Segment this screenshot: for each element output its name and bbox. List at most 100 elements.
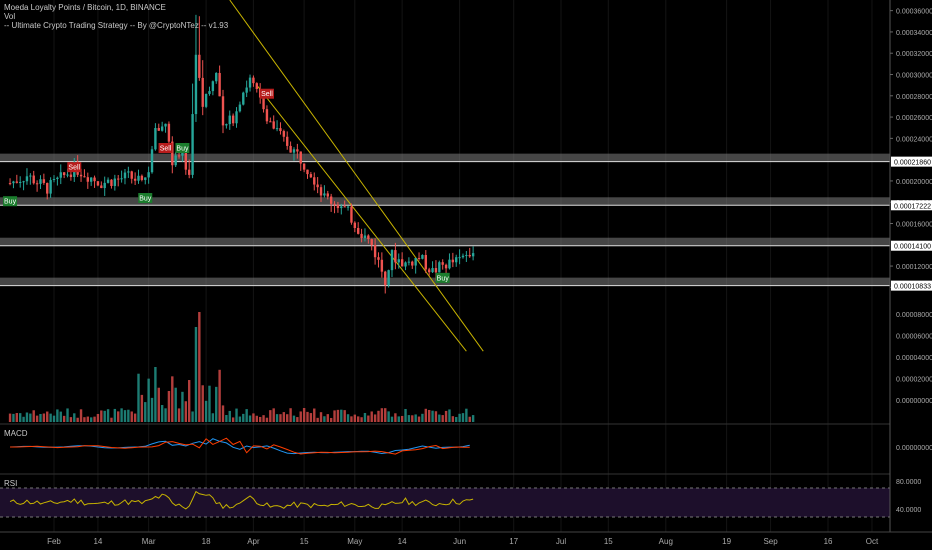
volume-bar: [225, 415, 228, 422]
candle-body: [265, 109, 269, 122]
signal-badge: [138, 193, 153, 204]
signal-label: Sell: [261, 91, 273, 98]
volume-tick-label: 0.00004000: [896, 355, 932, 362]
price-axis[interactable]: 0.00036000 0.00034000 0.00032000 0.00030000…: [889, 0, 932, 532]
time-tick-label: 18: [202, 537, 211, 546]
candle-body: [79, 174, 83, 177]
candle-body: [353, 222, 357, 228]
candle-body: [211, 81, 215, 92]
volume-bar: [343, 410, 346, 422]
candle-body: [340, 206, 343, 209]
volume-bar: [384, 408, 387, 422]
candle-body: [333, 203, 336, 205]
candle-body: [461, 255, 465, 258]
volume-bar: [255, 415, 258, 422]
volume-bar: [292, 415, 296, 422]
candle-body: [357, 227, 360, 234]
candle-body: [106, 179, 110, 183]
volume-bar: [228, 410, 231, 422]
time-tick-label: Aug: [659, 537, 673, 546]
volume-bar: [441, 415, 444, 422]
volume-bar: [144, 402, 147, 422]
volume-bar: [316, 417, 319, 422]
strategy-legend[interactable]: -- Ultimate Crypto Trading Strategy -- B…: [4, 21, 229, 30]
volume-bar: [357, 416, 360, 422]
signal-badge: [175, 143, 190, 153]
volume-bar: [353, 414, 357, 422]
candle-body: [29, 175, 32, 177]
candle-body: [289, 145, 292, 153]
candle-body: [343, 206, 346, 208]
candle-body: [150, 149, 154, 173]
volume-bar: [373, 414, 377, 422]
macd-legend[interactable]: MACD: [4, 429, 28, 438]
candle-body: [434, 268, 438, 273]
volume-bar: [96, 413, 100, 422]
candle-body: [100, 185, 103, 189]
volume-bar: [35, 415, 39, 422]
volume-bar: [431, 410, 434, 422]
symbol-title[interactable]: Moeda Loyalty Points / Bitcoin, 1D, BINA…: [4, 3, 166, 12]
volume-bar: [451, 416, 455, 422]
volume-bar: [258, 416, 262, 422]
volume-bar: [390, 416, 394, 422]
volume-bar: [421, 413, 424, 422]
candle-body: [306, 169, 309, 175]
signal-label: Buy: [4, 199, 17, 206]
candle-body: [313, 177, 316, 185]
candle-body: [12, 181, 15, 184]
volume-bar: [177, 408, 181, 422]
volume-bar: [113, 408, 117, 422]
time-tick-label: Apr: [247, 537, 260, 546]
sr-price-box: [891, 240, 932, 251]
candle-body: [208, 91, 211, 94]
candle-body: [221, 96, 225, 126]
volume-bar: [248, 415, 252, 422]
time-tick-label: Jul: [556, 537, 566, 546]
candle-body: [323, 193, 326, 196]
time-tick-label: 15: [300, 537, 309, 546]
candle-body: [8, 183, 12, 185]
candle-body: [252, 77, 255, 84]
volume-bar: [313, 408, 316, 422]
signal-badge: [435, 272, 450, 283]
candle-body: [370, 239, 373, 246]
volume-bar: [350, 416, 353, 422]
volume-bar: [69, 417, 73, 422]
volume-bar: [336, 409, 340, 422]
sr-zone: [0, 153, 890, 162]
volume-bar: [130, 411, 133, 422]
volume-bar: [329, 417, 333, 422]
candle-body: [302, 163, 306, 170]
time-axis[interactable]: Feb 14 Mar 18 Apr 15 May 14 Jun 17 Jul 15 Aug 19 Sep 16…: [0, 531, 932, 546]
volume-bar: [25, 412, 29, 422]
volume-bar: [245, 409, 248, 422]
volume-bar: [174, 387, 177, 422]
volume-bar: [32, 410, 35, 422]
volume-bar: [363, 412, 367, 422]
candlestick-series: [8, 14, 475, 294]
candle-body: [32, 175, 35, 184]
time-tick-label: Jun: [453, 537, 466, 546]
candle-body: [292, 149, 296, 153]
rsi-legend[interactable]: RSI: [4, 479, 18, 488]
volume-bar: [299, 411, 302, 422]
volume-bar: [154, 367, 157, 422]
volume-legend[interactable]: Vol: [4, 12, 16, 21]
volume-bar: [427, 409, 431, 422]
volume-bar: [262, 415, 265, 422]
volume-bar: [140, 394, 144, 422]
candle-body: [198, 54, 201, 78]
candle-body: [414, 257, 417, 266]
candle-body: [25, 176, 29, 182]
candle-body: [137, 175, 140, 181]
candle-body: [438, 262, 441, 273]
candle-body: [468, 254, 471, 257]
time-tick-label: 16: [824, 537, 833, 546]
candle-body: [96, 181, 100, 186]
sr-price-box: [891, 200, 932, 211]
rsi-tick-label: 80.0000: [896, 479, 921, 486]
time-tick-label: Feb: [47, 537, 61, 546]
volume-bar: [157, 387, 160, 422]
